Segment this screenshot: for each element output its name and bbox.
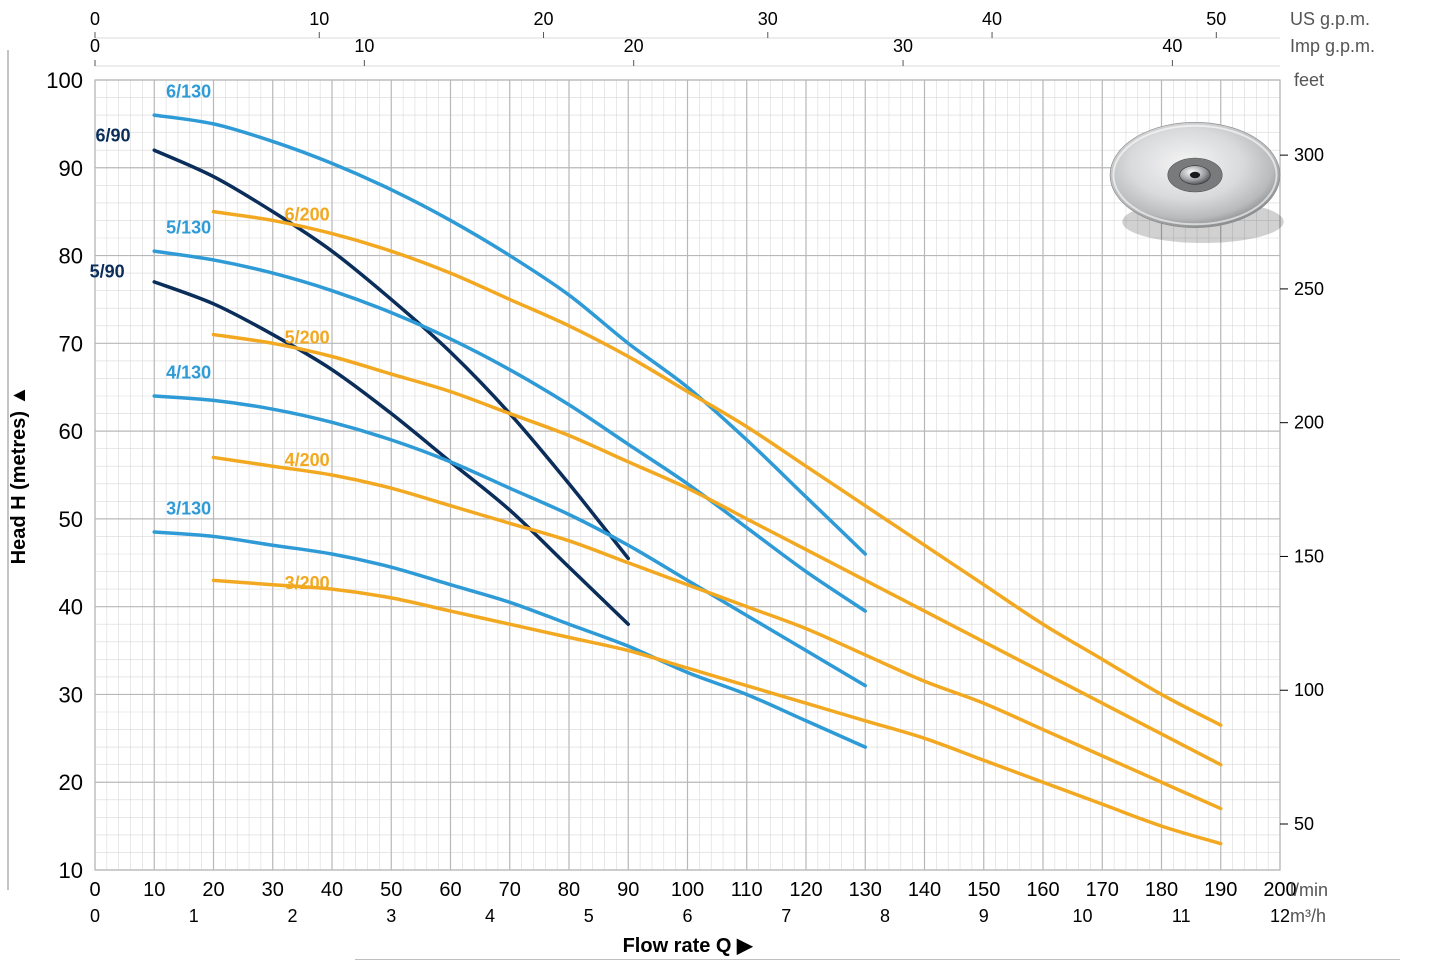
x2-tick-label: 10 xyxy=(1072,906,1092,926)
y-axis-title: Head H (metres) ▲ xyxy=(8,386,30,565)
curve-label: 3/130 xyxy=(166,499,211,519)
impeller-icon xyxy=(1110,122,1284,243)
y-tick-label: 70 xyxy=(59,331,83,356)
y-tick-label: 90 xyxy=(59,156,83,181)
curve-label: 6/200 xyxy=(285,204,330,224)
x2-tick-label: 12 xyxy=(1270,906,1290,926)
y-tick-label: 10 xyxy=(59,858,83,883)
xtop1-tick-label: 40 xyxy=(982,9,1002,29)
curve-label: 5/200 xyxy=(285,327,330,347)
y2-tick-label: 50 xyxy=(1294,814,1314,834)
x-tick-label: 170 xyxy=(1086,879,1119,901)
xtop1-tick-label: 10 xyxy=(309,9,329,29)
xtop2-tick-label: 0 xyxy=(90,36,100,56)
x-tick-label: 150 xyxy=(967,879,1000,901)
y-tick-label: 100 xyxy=(46,68,83,93)
x-tick-label: 40 xyxy=(321,879,343,901)
xtop2-unit-label: Imp g.p.m. xyxy=(1290,36,1375,56)
x-tick-label: 110 xyxy=(731,879,763,901)
x-tick-label: 30 xyxy=(262,879,284,901)
xtop1-tick-label: 0 xyxy=(90,9,100,29)
curve-label: 3/200 xyxy=(285,573,330,593)
curve-label: 5/90 xyxy=(90,262,125,282)
curve-label: 5/130 xyxy=(166,218,211,238)
x-tick-label: 10 xyxy=(143,879,165,901)
y2-tick-label: 300 xyxy=(1294,145,1324,165)
y-tick-label: 50 xyxy=(59,507,83,532)
grid xyxy=(95,80,1280,870)
x-axis-title: Flow rate Q ▶ xyxy=(623,935,754,957)
x2-tick-label: 6 xyxy=(682,906,692,926)
x-tick-label: 0 xyxy=(89,879,100,901)
curve-label: 4/200 xyxy=(285,450,330,470)
xtop1-unit-label: US g.p.m. xyxy=(1290,9,1370,29)
x-tick-label: 120 xyxy=(789,879,822,901)
xtop1-tick-label: 50 xyxy=(1206,9,1226,29)
x2-tick-label: 0 xyxy=(90,906,100,926)
x2-tick-label: 4 xyxy=(485,906,495,926)
x-tick-label: 60 xyxy=(439,879,461,901)
y-tick-label: 80 xyxy=(59,244,83,269)
x2-tick-label: 11 xyxy=(1172,906,1191,926)
x-tick-label: 140 xyxy=(908,879,941,901)
x2-tick-label: 9 xyxy=(979,906,989,926)
x2-tick-label: 7 xyxy=(781,906,791,926)
x-tick-label: 20 xyxy=(202,879,224,901)
y-tick-label: 60 xyxy=(59,419,83,444)
pump-performance-chart: 6/130 6/90 6/200 5/130 5/90 5/200 4/130 4/200 3/… xyxy=(0,0,1436,960)
x2-unit-label: m³/h xyxy=(1290,906,1326,926)
xtop2-tick-label: 40 xyxy=(1162,36,1182,56)
x2-tick-label: 2 xyxy=(287,906,297,926)
x2-tick-label: 3 xyxy=(386,906,396,926)
x-tick-label: 130 xyxy=(849,879,882,901)
xtop1-tick-label: 20 xyxy=(534,9,554,29)
x-tick-label: 100 xyxy=(671,879,704,901)
xtop2-tick-label: 30 xyxy=(893,36,913,56)
x-tick-label: 50 xyxy=(380,879,402,901)
xtop2-tick-label: 20 xyxy=(624,36,644,56)
y2-tick-label: 200 xyxy=(1294,413,1324,433)
curve-label: 6/130 xyxy=(166,82,211,102)
y-tick-label: 20 xyxy=(59,770,83,795)
x2-tick-label: 5 xyxy=(584,906,594,926)
chart-container: 6/130 6/90 6/200 5/130 5/90 5/200 4/130 4/200 3/… xyxy=(0,0,1436,960)
xtop2-tick-label: 10 xyxy=(354,36,374,56)
curve-label: 4/130 xyxy=(166,362,211,382)
x2-tick-label: 8 xyxy=(880,906,890,926)
y2-tick-label: 150 xyxy=(1294,546,1324,566)
x-tick-label: 180 xyxy=(1145,879,1178,901)
y2-unit-label: feet xyxy=(1294,70,1324,90)
x-tick-label: 80 xyxy=(558,879,580,901)
y2-tick-label: 250 xyxy=(1294,279,1324,299)
x-tick-label: 160 xyxy=(1026,879,1059,901)
x-tick-label: 190 xyxy=(1204,879,1237,901)
x-unit-label: l/min xyxy=(1290,880,1328,900)
x2-tick-label: 1 xyxy=(189,906,199,926)
xtop1-tick-label: 30 xyxy=(758,9,778,29)
y-tick-label: 40 xyxy=(59,595,83,620)
x-tick-label: 70 xyxy=(499,879,521,901)
curve-label: 6/90 xyxy=(96,125,131,145)
x-tick-label: 90 xyxy=(617,879,639,901)
y2-tick-label: 100 xyxy=(1294,680,1324,700)
y-tick-label: 30 xyxy=(59,682,83,707)
